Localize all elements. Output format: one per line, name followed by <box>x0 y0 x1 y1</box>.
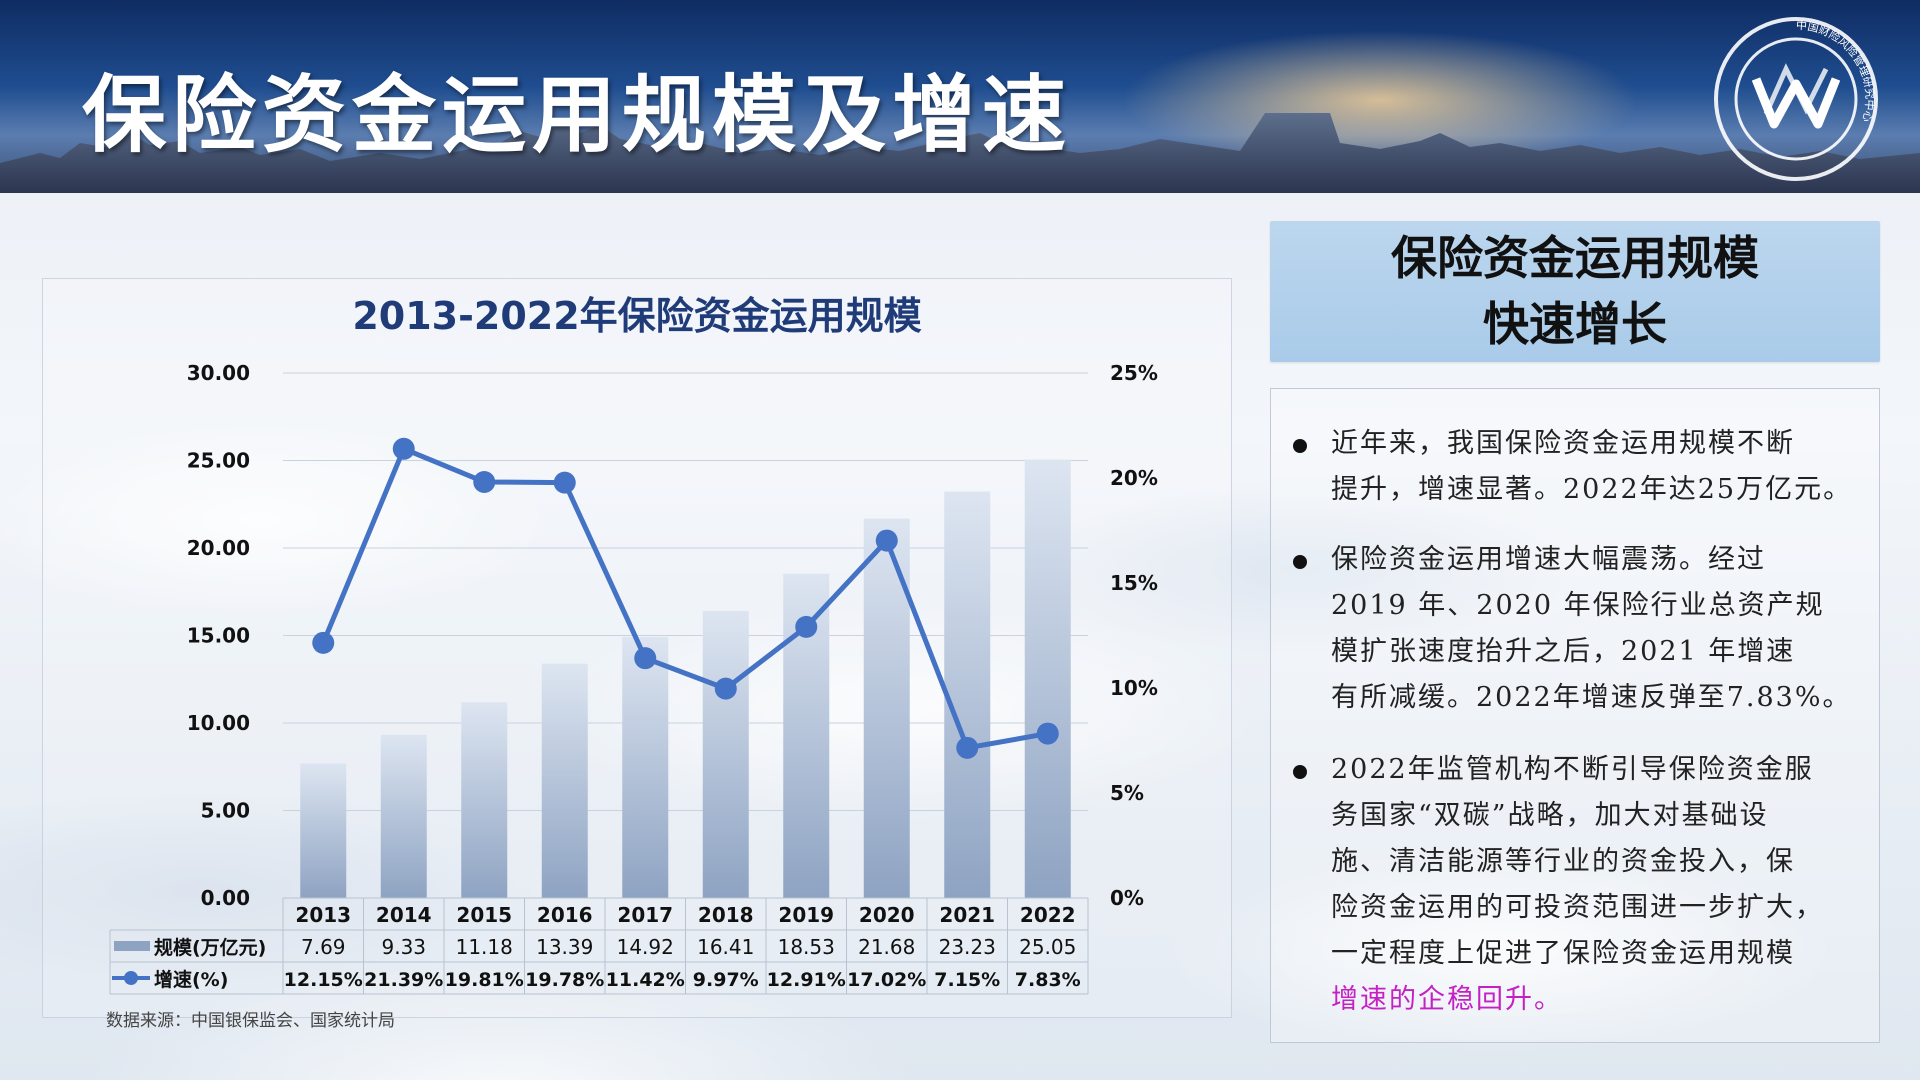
growth-value-label: 12.15% <box>284 969 363 991</box>
growth-point-2016 <box>553 471 576 494</box>
x-tick-label: 2015 <box>456 903 512 927</box>
y-right-tick-label: 25% <box>1110 361 1158 385</box>
y-right-tick-label: 5% <box>1110 781 1144 805</box>
growth-point-2022 <box>1036 722 1059 745</box>
x-tick-label: 2016 <box>537 903 593 927</box>
bullet-3-line-5: 一定程度上促进了保险资金运用规模 <box>1331 938 1795 969</box>
page-title: 保险资金运用规模及增速 <box>82 66 1073 164</box>
growth-value-label: 9.97% <box>693 969 759 991</box>
legend-bar-key <box>114 941 150 951</box>
bar-value-label: 16.41 <box>697 935 754 959</box>
data-source-note: 数据来源：中国银保监会、国家统计局 <box>106 1011 395 1031</box>
bullet-3-line-4: 险资金运用的可投资范围进一步扩大， <box>1331 892 1824 923</box>
bar-2014 <box>380 734 427 898</box>
institution-logo-icon: 中国财险风险管理研究中心 <box>1714 17 1878 181</box>
bar-value-label: 13.39 <box>536 935 593 959</box>
bullet-3-line-1: 2022年监管机构不断引导保险资金服 <box>1331 754 1814 785</box>
x-tick-label: 2013 <box>295 903 351 927</box>
x-tick-label: 2020 <box>859 903 915 927</box>
growth-line <box>320 446 1049 751</box>
bar-2022 <box>1024 459 1071 898</box>
growth-value-label: 21.39% <box>364 969 443 991</box>
bar-value-label: 14.92 <box>617 935 674 959</box>
bullet-3-line-3: 施、清洁能源等行业的资金投入，保 <box>1331 846 1795 877</box>
bullet-3-highlight: 增速的企稳回升。 <box>1331 984 1563 1015</box>
header-banner: 保险资金运用规模及增速 中国财险风险管理研究中心 <box>0 0 1920 193</box>
y-left-tick-label: 0.00 <box>201 886 250 910</box>
summary-box: 保险资金运用规模 快速增长 <box>1270 221 1880 362</box>
y-left-tick-label: 20.00 <box>187 536 250 560</box>
city-skyline <box>0 113 1920 193</box>
y-left-tick-label: 10.00 <box>187 711 250 735</box>
y-right-tick-label: 10% <box>1110 676 1158 700</box>
growth-point-2017 <box>634 647 657 670</box>
y-left-tick-label: 30.00 <box>187 361 250 385</box>
y-left-tick-label: 5.00 <box>201 799 250 823</box>
bullet-3-line-2: 务国家“双碳”战略，加大对基础设 <box>1331 800 1769 831</box>
bar-2016 <box>541 663 588 898</box>
bullet-dot-icon <box>1293 555 1307 569</box>
x-tick-label: 2019 <box>778 903 834 927</box>
bar-value-label: 9.33 <box>381 935 426 959</box>
growth-point-2015 <box>473 470 496 493</box>
bar-2018 <box>702 610 749 898</box>
y-right-tick-label: 20% <box>1110 466 1158 490</box>
bar-2015 <box>461 702 508 898</box>
x-tick-label: 2017 <box>617 903 673 927</box>
legend-bar-label: 规模(万亿元) <box>154 936 266 959</box>
growth-point-2021 <box>956 736 979 759</box>
x-tick-label: 2018 <box>698 903 754 927</box>
bullet-2-line-3: 模扩张速度抬升之后，2021 年增速 <box>1331 636 1796 667</box>
bar-value-label: 18.53 <box>778 935 835 959</box>
x-tick-label: 2014 <box>376 903 432 927</box>
y-right-tick-label: 15% <box>1110 571 1158 595</box>
growth-point-2019 <box>795 615 818 638</box>
bar-value-label: 7.69 <box>301 935 346 959</box>
y-left-tick-label: 25.00 <box>187 449 250 473</box>
bullet-1-line-2: 提升，增速显著。2022年达25万亿元。 <box>1331 474 1853 505</box>
x-tick-label: 2022 <box>1020 903 1076 927</box>
summary-line-1: 保险资金运用规模 <box>1391 231 1759 285</box>
growth-value-label: 19.78% <box>525 969 604 991</box>
growth-value-label: 7.15% <box>934 969 1000 991</box>
legend-line-marker <box>124 971 138 985</box>
bar-value-label: 11.18 <box>456 935 513 959</box>
bullets-box: 近年来，我国保险资金运用规模不断 提升，增速显著。2022年达25万亿元。 保险… <box>1270 388 1880 1043</box>
growth-value-label: 11.42% <box>606 969 685 991</box>
growth-point-2018 <box>714 677 737 700</box>
bullet-dot-icon <box>1293 765 1307 779</box>
growth-point-2013 <box>312 631 335 654</box>
bar-value-label: 21.68 <box>858 935 915 959</box>
chart-title: 2013-2022年保险资金运用规模 <box>352 294 922 338</box>
bullet-2-line-4: 有所减缓。2022年增速反弹至7.83%。 <box>1331 682 1852 713</box>
bar-2013 <box>300 763 347 898</box>
growth-point-2014 <box>392 437 415 460</box>
growth-value-label: 17.02% <box>847 969 926 991</box>
growth-value-label: 7.83% <box>1015 969 1081 991</box>
bullet-1-line-1: 近年来，我国保险资金运用规模不断 <box>1331 428 1795 459</box>
bar-2021 <box>944 491 991 898</box>
y-right-tick-label: 0% <box>1110 886 1144 910</box>
legend-line-label: 增速(%) <box>154 968 228 991</box>
x-tick-label: 2021 <box>939 903 995 927</box>
summary-line-2: 快速增长 <box>1483 297 1667 351</box>
y-left-tick-label: 15.00 <box>187 624 250 648</box>
bullet-2-line-1: 保险资金运用增速大幅震荡。经过 <box>1331 544 1766 575</box>
bar-2017 <box>622 636 669 898</box>
bar-value-label: 25.05 <box>1019 935 1076 959</box>
growth-value-label: 12.91% <box>767 969 846 991</box>
bar-value-label: 23.23 <box>939 935 996 959</box>
bullet-dot-icon <box>1293 439 1307 453</box>
growth-value-label: 19.81% <box>445 969 524 991</box>
bullet-2-line-2: 2019 年、2020 年保险行业总资产规 <box>1331 590 1825 621</box>
growth-point-2020 <box>875 529 898 552</box>
